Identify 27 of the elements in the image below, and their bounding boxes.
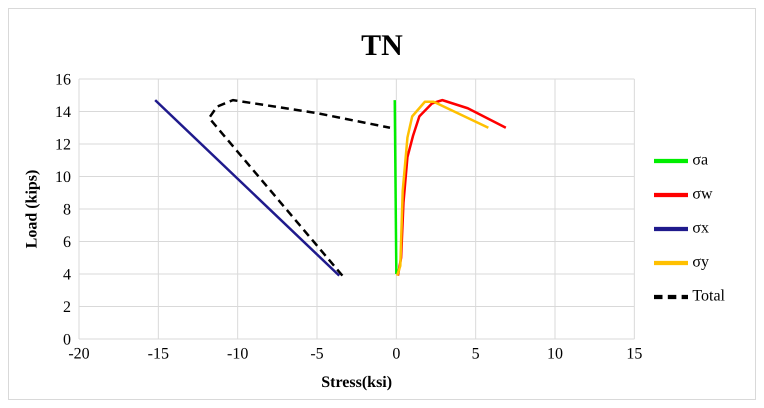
y-axis-title: Load (kips) — [24, 170, 41, 248]
y-tick-label: 8 — [63, 202, 71, 219]
y-tick-label: 2 — [63, 299, 71, 316]
line-series — [208, 98, 392, 277]
y-tick-label: 6 — [63, 234, 71, 252]
x-tick-label: 10 — [547, 345, 564, 362]
x-tick-label: 15 — [626, 345, 642, 362]
y-tick-label: 0 — [63, 332, 71, 349]
legend-label: σa — [692, 152, 708, 169]
line-series — [396, 100, 490, 277]
x-axis-title: Stress(ksi) — [321, 374, 392, 391]
chart-title: TN — [360, 28, 404, 62]
y-tick-label: 12 — [55, 136, 71, 154]
x-tick-label: -5 — [310, 345, 324, 362]
y-tick-label: 14 — [55, 104, 71, 122]
legend-label: σy — [692, 254, 709, 271]
x-tick-label: -20 — [68, 345, 90, 362]
legend-label: σw — [692, 186, 713, 203]
x-tick-label: -15 — [148, 345, 169, 362]
y-tick-label: 16 — [55, 72, 71, 89]
y-tick-label: 10 — [55, 169, 71, 186]
legend-label: σx — [692, 220, 709, 237]
y-tick-label: 4 — [63, 266, 71, 284]
x-tick-label: -10 — [227, 345, 248, 362]
x-tick-label: 5 — [472, 345, 480, 362]
legend-label: Total — [692, 288, 725, 305]
x-tick-label: 0 — [392, 345, 400, 362]
